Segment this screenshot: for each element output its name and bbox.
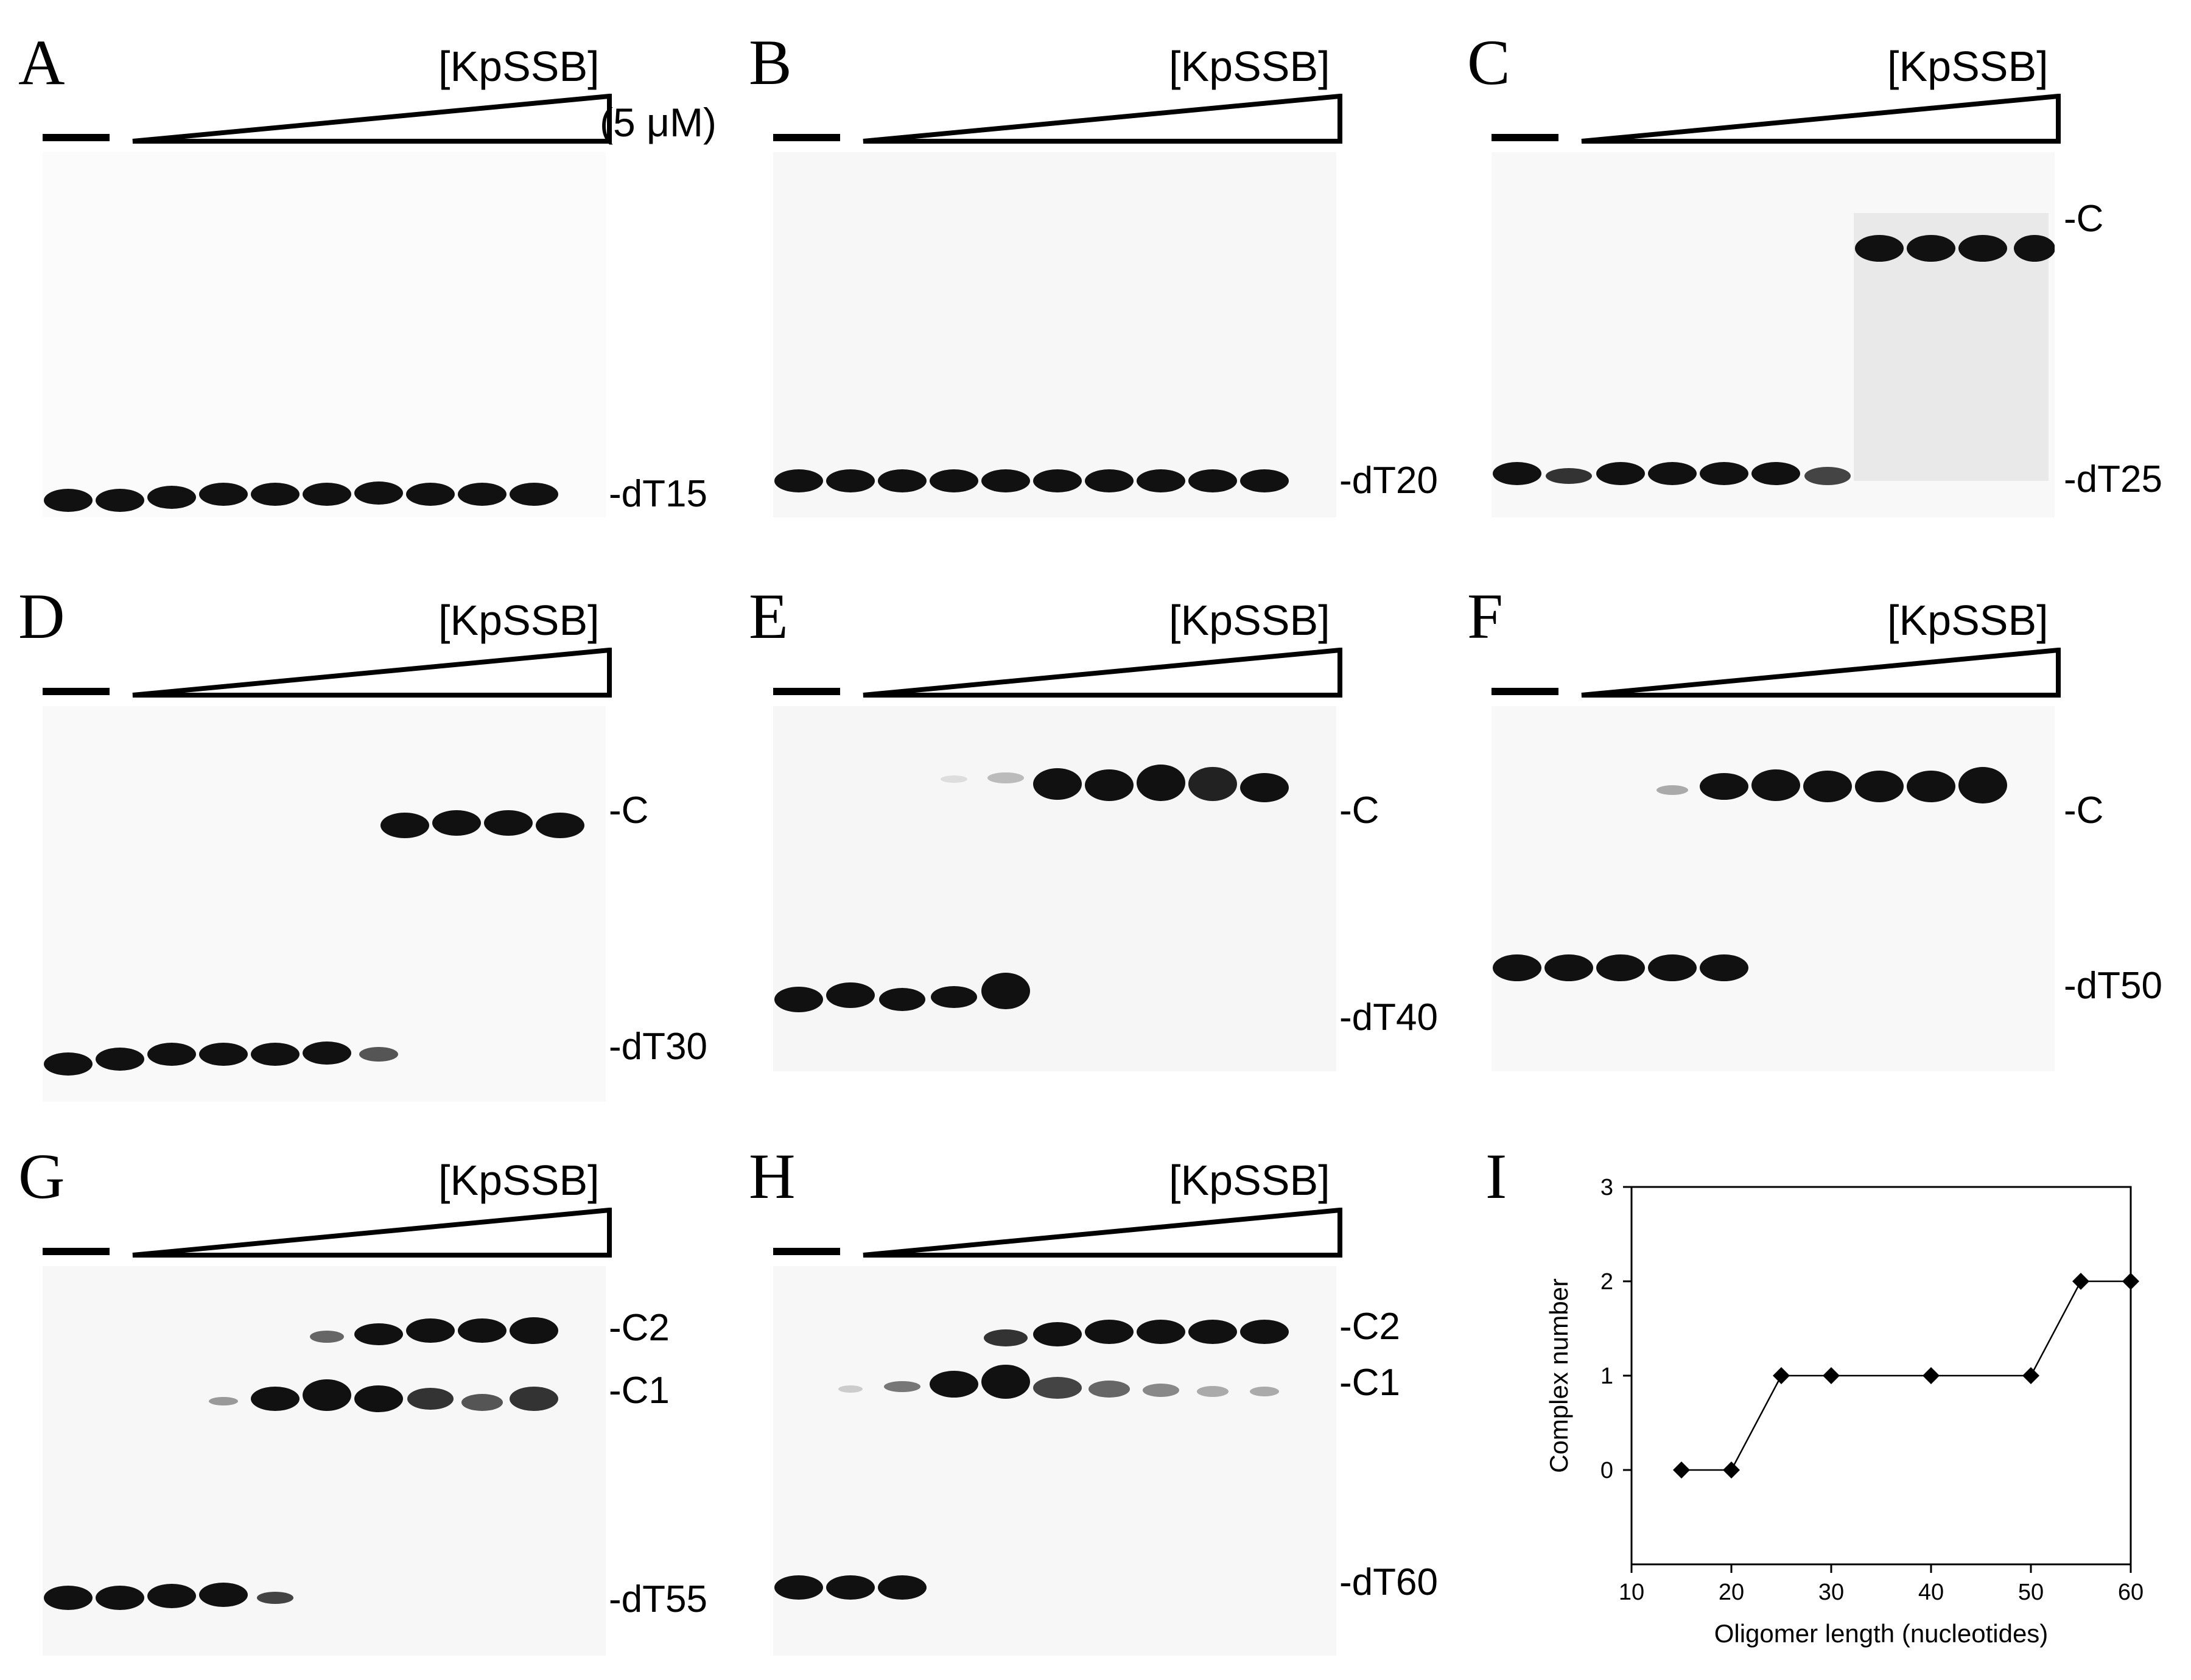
concentration-wedge bbox=[1581, 94, 2061, 144]
panel-letter: F bbox=[1467, 581, 1503, 652]
y-tick-label: 3 bbox=[1600, 1175, 1613, 1200]
gel-panel-e: E [KpSSB] -C -dT40 bbox=[749, 584, 1473, 1120]
substrate-band-label: -dT25 bbox=[2064, 458, 2162, 500]
reagent-label: [KpSSB] bbox=[1169, 43, 1330, 90]
reagent-label: [KpSSB] bbox=[1887, 597, 2049, 644]
complex-band-label: -C2 bbox=[1339, 1306, 1400, 1348]
reagent-label: [KpSSB] bbox=[438, 597, 600, 644]
gel-image bbox=[1492, 706, 2055, 1071]
x-tick-label: 30 bbox=[1818, 1580, 1844, 1605]
substrate-band-label: -dT60 bbox=[1339, 1561, 1438, 1603]
complex-band-label: -C bbox=[609, 789, 649, 831]
y-axis-label: Complex number bbox=[1544, 1278, 1573, 1473]
x-tick-label: 10 bbox=[1619, 1580, 1644, 1605]
data-point-marker bbox=[1673, 1461, 1690, 1479]
complex-band-label: -C bbox=[1339, 789, 1379, 831]
gel-image bbox=[773, 1266, 1336, 1656]
data-point-marker bbox=[1723, 1461, 1740, 1479]
gel-panel-f: F [KpSSB] -C -dT50 bbox=[1467, 584, 2191, 1120]
data-point-marker bbox=[2122, 1273, 2139, 1290]
gel-image bbox=[43, 1266, 606, 1656]
data-point-marker bbox=[1823, 1367, 1840, 1384]
complex-band-label: -C bbox=[2064, 789, 2104, 831]
panel-letter: B bbox=[749, 27, 792, 98]
concentration-wedge bbox=[863, 1208, 1342, 1258]
concentration-wedge bbox=[863, 94, 1342, 144]
concentration-wedge bbox=[132, 94, 612, 144]
substrate-band-label: -dT15 bbox=[609, 473, 707, 515]
concentration-wedge bbox=[1581, 648, 2061, 698]
data-point-marker bbox=[1773, 1367, 1790, 1384]
panel-letter: A bbox=[18, 27, 65, 98]
gel-image bbox=[773, 706, 1336, 1071]
no-protein-lane-marker bbox=[773, 688, 840, 695]
gel-panel-c: C [KpSSB] -C -dT25 bbox=[1467, 30, 2191, 566]
complex-band-label: -C bbox=[2064, 198, 2104, 240]
x-tick-label: 20 bbox=[1719, 1580, 1744, 1605]
x-tick-label: 60 bbox=[2118, 1580, 2144, 1605]
data-point-marker bbox=[1923, 1367, 1940, 1384]
reagent-label: [KpSSB] bbox=[1169, 1157, 1330, 1204]
concentration-label: (5 μM) bbox=[600, 100, 717, 145]
no-protein-lane-marker bbox=[1492, 134, 1558, 141]
gel-image bbox=[43, 706, 606, 1102]
concentration-wedge bbox=[132, 648, 612, 698]
concentration-wedge bbox=[132, 1208, 612, 1258]
no-protein-lane-marker bbox=[43, 1248, 110, 1255]
gel-panel-d: D [KpSSB] -C -dT30 bbox=[18, 584, 743, 1120]
substrate-band-label: -dT30 bbox=[609, 1026, 707, 1068]
substrate-band-label: -dT20 bbox=[1339, 460, 1438, 502]
complex-number-chart: 0 1 2 3 10 20 30 40 50 60 Oligomer length (nucleot… bbox=[1544, 1175, 2144, 1648]
reagent-label: [KpSSB] bbox=[1887, 43, 2049, 90]
y-tick-label: 0 bbox=[1600, 1458, 1613, 1483]
no-protein-lane-marker bbox=[43, 688, 110, 695]
reagent-label: [KpSSB] bbox=[438, 43, 600, 90]
gel-panel-g: G [KpSSB] -C2 -C1 -dT55 bbox=[18, 1144, 743, 1680]
gel-image bbox=[1492, 152, 2055, 517]
series-line bbox=[1681, 1280, 2131, 1471]
panel-letter: I bbox=[1485, 1141, 1507, 1212]
substrate-band-label: -dT50 bbox=[2064, 965, 2162, 1007]
y-tick-label: 1 bbox=[1600, 1363, 1613, 1389]
x-tick-label: 40 bbox=[1918, 1580, 1944, 1605]
gel-panel-a: A [KpSSB] (5 μM) -dT15 bbox=[18, 30, 743, 566]
data-point-marker bbox=[2072, 1273, 2089, 1290]
reagent-label: [KpSSB] bbox=[1169, 597, 1330, 644]
substrate-band-label: -dT55 bbox=[609, 1578, 707, 1620]
panel-letter: E bbox=[749, 581, 788, 652]
x-tick-label: 50 bbox=[2018, 1580, 2044, 1605]
no-protein-lane-marker bbox=[43, 134, 110, 141]
gel-image bbox=[773, 152, 1336, 517]
no-protein-lane-marker bbox=[773, 1248, 840, 1255]
gel-panel-b: B [KpSSB] -dT20 bbox=[749, 30, 1473, 566]
reagent-label: [KpSSB] bbox=[438, 1157, 600, 1204]
no-protein-lane-marker bbox=[1492, 688, 1558, 695]
data-point-marker bbox=[2022, 1367, 2039, 1384]
complex-band-label: -C1 bbox=[1339, 1362, 1400, 1404]
y-tick-label: 2 bbox=[1600, 1269, 1613, 1295]
complex-band-label: -C1 bbox=[609, 1370, 670, 1412]
panel-letter: C bbox=[1467, 27, 1510, 98]
substrate-band-label: -dT40 bbox=[1339, 996, 1438, 1038]
concentration-wedge bbox=[863, 648, 1342, 698]
gel-panel-h: H [KpSSB] -C2 -C1 -dT60 bbox=[749, 1144, 1473, 1680]
panel-letter: D bbox=[18, 581, 65, 652]
no-protein-lane-marker bbox=[773, 134, 840, 141]
panel-letter: G bbox=[18, 1141, 65, 1212]
x-axis-label: Oligomer length (nucleotides) bbox=[1714, 1619, 2049, 1648]
complex-band-label: -C2 bbox=[609, 1307, 670, 1349]
panel-letter: H bbox=[749, 1141, 796, 1212]
gel-image bbox=[43, 152, 606, 517]
